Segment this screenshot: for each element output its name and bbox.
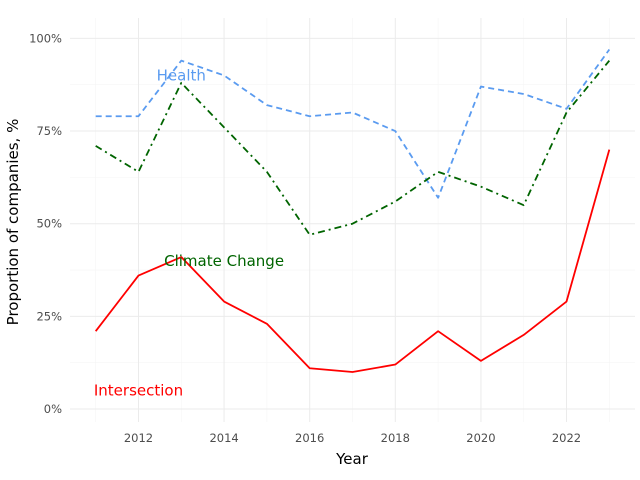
series-labels: Health Climate Change Intersection (94, 66, 284, 399)
series-lines (94, 48, 611, 373)
x-tick-label: 2022 (552, 431, 581, 445)
series-line-health (95, 48, 611, 199)
y-axis-ticks: 0% 25% 50% 75% 100% (29, 31, 62, 416)
x-tick-label: 2014 (209, 431, 238, 445)
y-tick-label: 100% (29, 31, 62, 45)
x-axis-title: Year (335, 450, 369, 468)
series-line-climate-change (95, 60, 611, 236)
y-tick-label: 75% (36, 124, 62, 138)
series-line-intersection (94, 149, 611, 373)
series-label-intersection: Intersection (94, 381, 183, 399)
y-axis-title: Proportion of companies, % (4, 119, 22, 326)
y-tick-label: 50% (36, 217, 62, 231)
grid (70, 18, 635, 422)
x-tick-label: 2020 (466, 431, 495, 445)
x-tick-label: 2016 (295, 431, 324, 445)
series-label-climate-change: Climate Change (164, 252, 284, 270)
y-tick-label: 0% (44, 402, 62, 416)
x-axis-ticks: 2012 2014 2016 2018 2020 2022 (124, 431, 581, 445)
x-tick-label: 2018 (381, 431, 410, 445)
y-tick-label: 25% (36, 309, 62, 323)
series-label-health: Health (157, 66, 206, 84)
x-tick-label: 2012 (124, 431, 153, 445)
